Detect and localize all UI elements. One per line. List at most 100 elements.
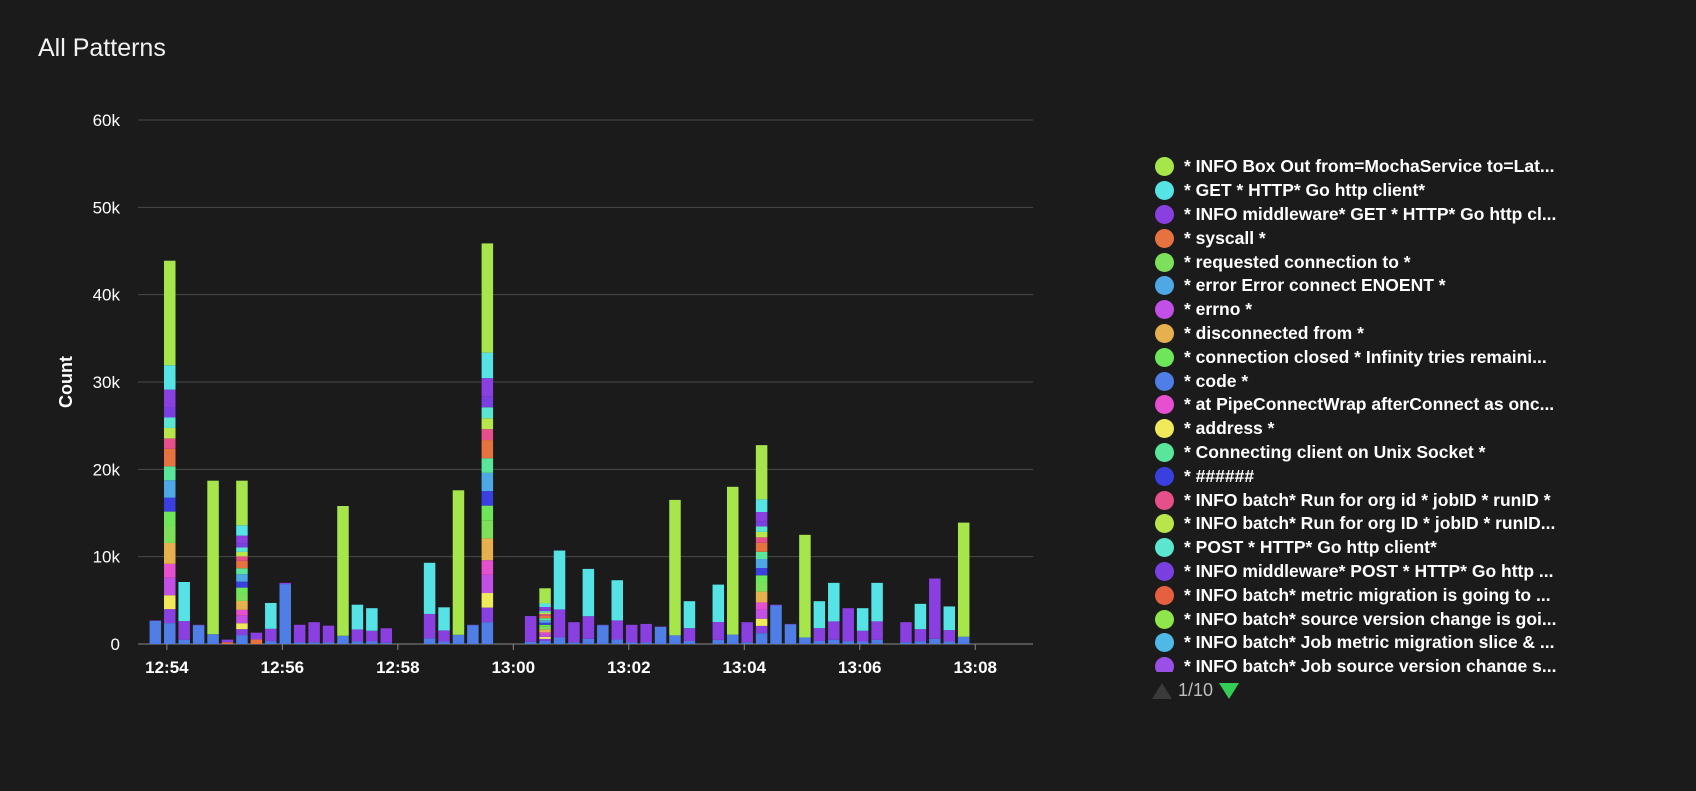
- legend-item[interactable]: * address *: [1155, 417, 1625, 441]
- legend-item[interactable]: * code *: [1155, 369, 1625, 393]
- bar-segment: [755, 625, 768, 634]
- bar-segment: [308, 622, 320, 643]
- bar-segment: [770, 604, 782, 606]
- legend-label: * POST * HTTP* Go http client*: [1184, 537, 1437, 558]
- legend: * INFO Box Out from=MochaService to=Lat.…: [1155, 155, 1625, 672]
- bar-segment: [164, 417, 176, 428]
- bar-segment: [236, 568, 248, 575]
- bar-segment: [236, 551, 248, 557]
- bar-segment: [423, 562, 436, 614]
- bar-segment: [755, 531, 768, 538]
- bar-segment: [250, 639, 263, 644]
- bar-segment: [164, 623, 176, 644]
- bar-segment: [164, 609, 176, 624]
- bar-segment: [164, 389, 176, 408]
- legend-item[interactable]: * at PipeConnectWrap afterConnect as onc…: [1155, 393, 1625, 417]
- legend-item[interactable]: * POST * HTTP* Go http client*: [1155, 536, 1625, 560]
- bar-segment: [914, 629, 927, 642]
- legend-item[interactable]: * INFO middleware* GET * HTTP* Go http c…: [1155, 203, 1625, 227]
- bar-segment: [640, 642, 652, 644]
- legend-swatch: [1155, 633, 1174, 653]
- legend-item[interactable]: * errno *: [1155, 298, 1625, 322]
- bar-segment: [265, 628, 277, 642]
- legend-label: * syscall *: [1184, 227, 1266, 248]
- legend-item[interactable]: * disconnected from *: [1155, 322, 1625, 346]
- bar-segment: [539, 640, 551, 644]
- legend-item[interactable]: * GET * HTTP* Go http client*: [1155, 179, 1625, 203]
- legend-item[interactable]: * INFO batch* Job metric migration slice…: [1155, 631, 1625, 655]
- bar-segment: [438, 630, 450, 642]
- legend-label: * address *: [1184, 418, 1275, 439]
- legend-item[interactable]: * INFO batch* source version change is g…: [1155, 607, 1625, 631]
- bar-segment: [755, 559, 768, 569]
- bar-segment: [351, 629, 364, 642]
- bar-segment: [192, 625, 205, 644]
- bar-segment: [712, 622, 725, 640]
- legend-item[interactable]: * INFO batch* Run for org ID * jobID * r…: [1155, 512, 1625, 536]
- legend-swatch: [1155, 585, 1174, 605]
- bar-segment: [539, 609, 551, 612]
- bar-segment: [178, 581, 190, 622]
- bar-segment: [611, 620, 624, 640]
- legend-item[interactable]: * connection closed * Infinity tries rem…: [1155, 345, 1625, 369]
- legend-item[interactable]: * ######: [1155, 464, 1625, 488]
- bar-segment: [481, 440, 494, 459]
- y-tick-label: 40k: [93, 286, 121, 305]
- legend-swatch: [1155, 514, 1174, 534]
- triangle-up-icon[interactable]: [1152, 682, 1172, 699]
- bar-segment: [813, 601, 826, 629]
- bar-segment: [236, 615, 248, 624]
- legend-item[interactable]: * error Error connect ENOENT *: [1155, 274, 1625, 298]
- bar-segment: [207, 480, 219, 635]
- legend-label: * at PipeConnectWrap afterConnect as onc…: [1184, 394, 1555, 415]
- legend-item[interactable]: * INFO batch* Job source version change …: [1155, 655, 1625, 672]
- bar-segment: [164, 448, 176, 467]
- bar-segment: [568, 622, 580, 643]
- bar-segment: [351, 604, 364, 630]
- legend-pager: 1/10: [1152, 680, 1240, 701]
- bar-segment: [597, 625, 609, 644]
- bar-segment: [755, 618, 768, 626]
- bar-segment: [236, 543, 248, 548]
- bar-segment: [366, 608, 378, 631]
- legend-item[interactable]: * INFO middleware* POST * HTTP* Go http …: [1155, 560, 1625, 584]
- bar-segment: [250, 632, 263, 640]
- triangle-down-icon[interactable]: [1219, 682, 1240, 699]
- legend-item[interactable]: * INFO batch* Run for org id * jobID * r…: [1155, 488, 1625, 512]
- bar-segment: [755, 568, 768, 576]
- legend-label: * connection closed * Infinity tries rem…: [1184, 346, 1547, 367]
- bar-segment: [712, 584, 725, 623]
- bar-segment: [755, 499, 768, 513]
- legend-label: * INFO batch* Run for org id * jobID * r…: [1184, 489, 1551, 510]
- bar-segment: [236, 609, 248, 616]
- bar-segment: [164, 466, 176, 481]
- bar-segment: [337, 506, 349, 636]
- x-tick-label: 13:04: [723, 658, 767, 677]
- bar-segment: [539, 638, 551, 641]
- bar-segment: [539, 629, 551, 633]
- bar-segment: [293, 642, 306, 644]
- bar-segment: [929, 638, 941, 644]
- bar-segment: [164, 438, 176, 449]
- bar-segment: [640, 623, 652, 643]
- bar-segment: [539, 632, 551, 635]
- legend-item[interactable]: * syscall *: [1155, 226, 1625, 250]
- legend-label: * INFO middleware* GET * HTTP* Go http c…: [1184, 203, 1557, 224]
- bar-segment: [957, 522, 970, 637]
- bar-segment: [539, 603, 551, 608]
- bar-segment: [366, 630, 378, 642]
- bar-segment: [380, 628, 393, 643]
- bar-segment: [828, 621, 840, 640]
- bar-segment: [452, 490, 465, 635]
- legend-swatch: [1155, 419, 1174, 439]
- legend-item[interactable]: * Connecting client on Unix Socket *: [1155, 441, 1625, 465]
- y-tick-label: 60k: [93, 111, 121, 130]
- legend-item[interactable]: * INFO Box Out from=MochaService to=Lat.…: [1155, 155, 1625, 179]
- legend-item[interactable]: * INFO batch* metric migration is going …: [1155, 583, 1625, 607]
- bar-segment: [236, 560, 248, 569]
- pager-text: 1/10: [1178, 680, 1214, 700]
- bar-segment: [828, 582, 840, 622]
- legend-item[interactable]: * requested connection to *: [1155, 250, 1625, 274]
- bar-segment: [755, 575, 768, 583]
- bar-segment: [871, 639, 883, 644]
